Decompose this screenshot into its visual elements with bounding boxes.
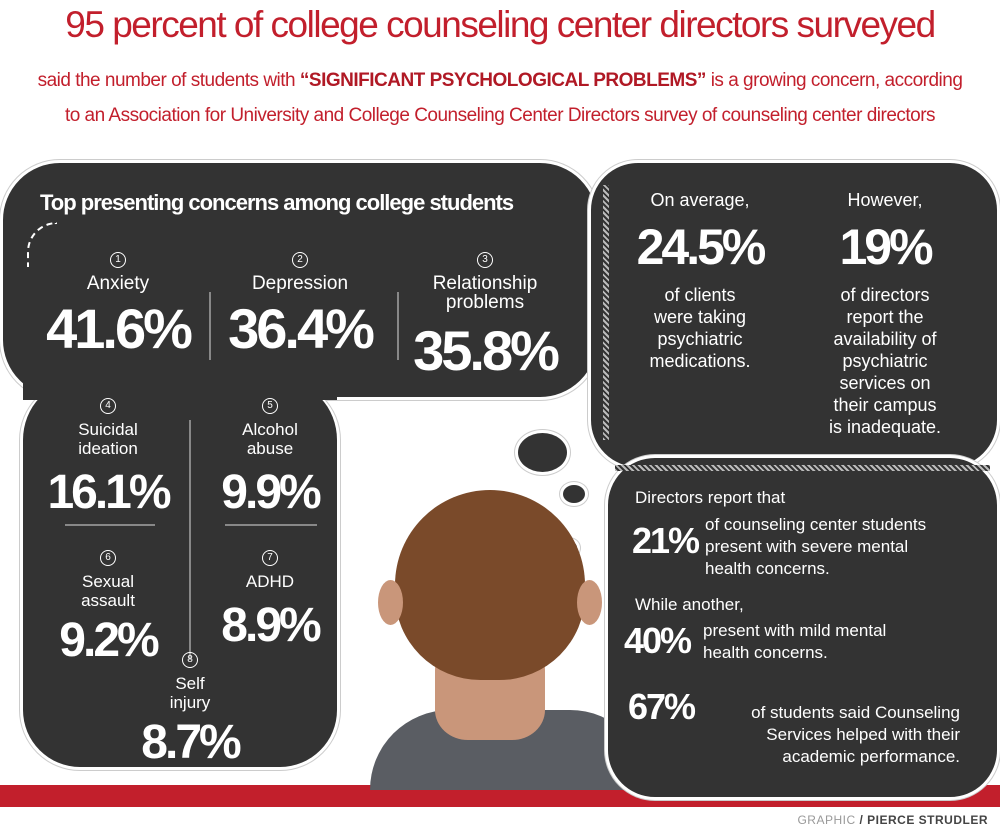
severity-intro: Directors report that — [635, 488, 786, 507]
concerns-heading: Top presenting concerns among college st… — [40, 190, 514, 215]
text-line: present with mild mental — [703, 621, 887, 640]
label-line: injury — [169, 693, 211, 712]
text-line: psychiatric — [842, 351, 928, 371]
divider — [209, 292, 211, 360]
label-line: Self — [175, 674, 205, 693]
concern-value: 36.4% — [228, 297, 375, 360]
concern-value: 41.6% — [46, 297, 193, 360]
text-line: psychiatric — [657, 329, 743, 349]
medications-text: of clients were taking psychiatric medicati… — [620, 284, 780, 372]
label-line: Relationship — [432, 273, 538, 294]
text-line: services on — [839, 373, 931, 393]
concern-value: 35.8% — [413, 319, 560, 382]
label-line: ADHD — [245, 572, 295, 591]
subtitle-line-2: to an Association for University and Col… — [64, 105, 936, 126]
divider — [397, 292, 399, 360]
helped-text: of students said Counseling Services help… — [690, 702, 960, 768]
text-line: of directors — [840, 285, 930, 305]
label-line: Alcohol — [242, 420, 298, 439]
medications-cloud — [588, 160, 1000, 470]
medications-value: 24.5% — [636, 219, 767, 275]
rank-badge: 7 — [262, 550, 278, 566]
thought-bubble — [560, 482, 588, 506]
label-line: Depression — [251, 273, 349, 294]
rank-badge: 8 — [182, 652, 198, 668]
label-line: assault — [81, 591, 135, 610]
availability-intro: However, — [847, 190, 923, 210]
striped-divider — [615, 465, 990, 471]
concern-label: Depression — [220, 274, 380, 293]
helped-value: 67% — [628, 686, 696, 727]
text-line: medications. — [649, 351, 751, 371]
graphic-credit: GRAPHIC / PIERCE STRUDLER — [797, 813, 988, 827]
rank-badge: 1 — [110, 252, 126, 268]
text-line: is inadequate. — [828, 417, 942, 437]
text-line: present with severe mental — [705, 537, 909, 556]
concern-label: ADHD — [190, 572, 350, 591]
label-line: abuse — [246, 439, 294, 458]
concern-label: Relationship problems — [405, 274, 565, 312]
rank-badge: 4 — [100, 398, 116, 414]
text-line: their campus — [833, 395, 937, 415]
severity-cloud — [605, 455, 1000, 800]
text-line: of clients — [664, 285, 736, 305]
text-line: of counseling center students — [705, 515, 927, 534]
concern-label: Alcohol abuse — [190, 420, 350, 458]
rank-badge: 5 — [262, 398, 278, 414]
concern-label: Suicidal ideation — [28, 420, 188, 458]
concern-label: Self injury — [110, 674, 270, 712]
divider — [65, 524, 155, 526]
concern-value: 8.7% — [141, 716, 241, 769]
rank-badge: 3 — [477, 252, 493, 268]
concern-value: 9.9% — [221, 466, 321, 519]
credit-label: GRAPHIC — [797, 813, 856, 827]
availability-value: 19% — [839, 219, 933, 275]
divider — [225, 524, 317, 526]
striped-divider — [603, 185, 609, 440]
concern-label: Anxiety — [38, 274, 198, 293]
thought-bubble — [515, 430, 570, 475]
subtitle-text: is a growing concern, according — [705, 70, 963, 91]
text-line: Services helped with their — [766, 725, 960, 744]
text-line: were taking — [653, 307, 747, 327]
mild-value: 40% — [624, 620, 692, 661]
text-line: academic performance. — [782, 747, 960, 766]
rank-badge: 2 — [292, 252, 308, 268]
label-line: Sexual — [82, 572, 134, 591]
person-head-image — [330, 490, 650, 790]
headline: 95 percent of college counseling center … — [65, 4, 936, 45]
severe-value: 21% — [632, 520, 700, 561]
concerns-cloud-lower — [20, 380, 340, 770]
label-line: ideation — [78, 439, 138, 458]
label-line: Anxiety — [86, 273, 150, 294]
subtitle-line-1: said the number of students with “SIGNIF… — [0, 70, 1000, 92]
concern-value: 9.2% — [59, 614, 159, 667]
credit-name: / PIERCE STRUDLER — [859, 813, 988, 827]
label-line: Suicidal — [78, 420, 138, 439]
cloud-fill — [23, 370, 337, 400]
concern-value: 16.1% — [47, 466, 171, 519]
text-line: report the — [846, 307, 924, 327]
text-line: health concerns. — [703, 643, 828, 662]
rank-badge: 6 — [100, 550, 116, 566]
mild-intro: While another, — [635, 595, 744, 614]
text-line: of students said Counseling — [751, 703, 960, 722]
severe-text: of counseling center students present wit… — [705, 514, 985, 580]
text-line: availability of — [833, 329, 937, 349]
concern-value: 8.9% — [221, 599, 321, 652]
mild-text: present with mild mental health concerns. — [703, 620, 973, 664]
subtitle-emphasis: “SIGNIFICANT PSYCHOLOGICAL PROBLEMS” — [299, 70, 707, 91]
medications-intro: On average, — [650, 190, 750, 210]
concern-label: Sexual assault — [28, 572, 188, 610]
text-line: health concerns. — [705, 559, 830, 578]
availability-text: of directors report the availability of psy… — [805, 284, 965, 438]
label-line: problems — [445, 292, 525, 313]
divider — [189, 420, 191, 660]
subtitle-text: said the number of students with — [37, 70, 300, 91]
